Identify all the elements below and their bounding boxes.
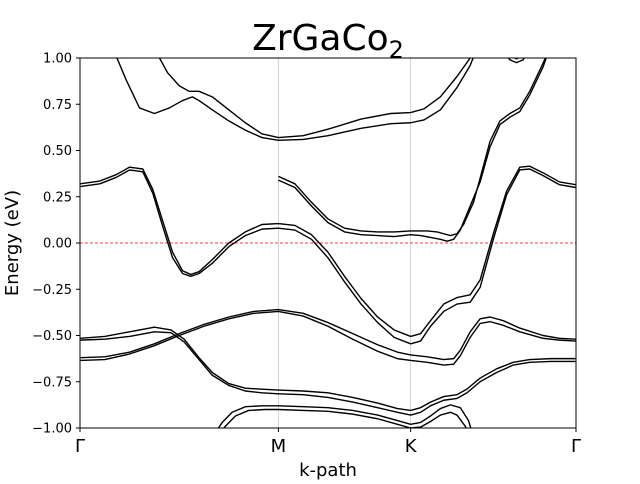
y-tick-label-2: 0.50 [43,144,72,159]
y-tick-label-8: −1.00 [32,422,72,437]
y-tick-label-4: 0.00 [43,237,72,252]
y-tick-label-5: −0.25 [32,283,72,298]
y-tick-label-6: −0.50 [32,329,72,344]
y-tick-label-7: −0.75 [32,375,72,390]
y-axis-label: Energy (eV) [2,190,23,296]
x-tick-label-2: K [405,436,418,457]
band-line-0 [116,58,474,142]
band-line-2 [507,58,526,64]
y-tick-label-3: 0.25 [43,190,72,205]
band-line-3 [513,58,520,60]
band-line-9 [80,331,576,416]
band-line-10 [80,308,576,361]
bands-layer [80,58,576,428]
y-tick-label-1: 0.75 [43,98,72,113]
x-tick-label-1: M [271,436,287,457]
band-line-5 [80,168,576,345]
band-line-4 [80,165,576,338]
band-line-6 [278,58,547,237]
chart-title-subscript: 2 [389,36,404,64]
band-line-12 [217,404,472,428]
band-line-8 [80,326,576,412]
x-tick-label-0: Γ [75,436,85,457]
y-tick-label-0: 1.00 [43,52,72,67]
band-line-11 [80,310,576,366]
x-tick-label-3: Γ [571,436,581,457]
ticks-layer: 1.00 0.75 0.50 0.25 0.00 −0.25 −0.50 −0.75 −1.00… [32,52,581,458]
grid-layer [80,58,576,428]
band-line-7 [278,58,547,242]
x-axis-label: k-path [299,460,357,480]
band-line-1 [158,58,472,139]
chart-title: ZrGaCo2 [252,18,404,64]
band-line-13 [222,408,467,428]
chart-title-main: ZrGaCo [252,18,389,59]
